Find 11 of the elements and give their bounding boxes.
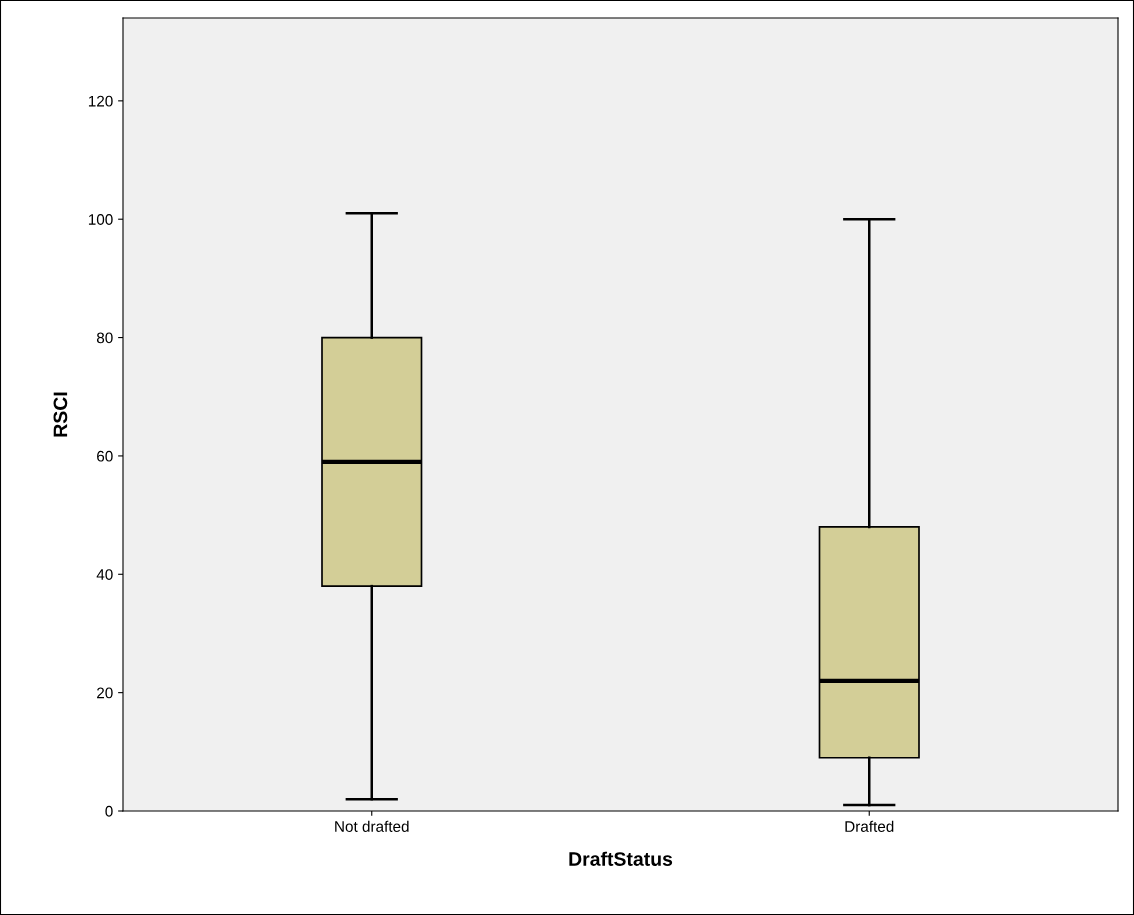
x-tick-label: Not drafted bbox=[335, 820, 409, 832]
x-tick-label: Drafted bbox=[845, 820, 894, 832]
y-tick-label: 20 bbox=[97, 687, 113, 699]
y-tick-label: 0 bbox=[105, 805, 113, 817]
y-tick-label: 100 bbox=[88, 214, 113, 225]
x-axis-title: DraftStatus bbox=[569, 851, 673, 866]
y-tick-label: 120 bbox=[88, 95, 113, 107]
y-tick-label: 60 bbox=[97, 450, 113, 462]
y-tick-label: 40 bbox=[96, 569, 113, 580]
y-tick-label: 80 bbox=[96, 332, 113, 344]
y-axis-title: RSCI bbox=[53, 392, 68, 437]
